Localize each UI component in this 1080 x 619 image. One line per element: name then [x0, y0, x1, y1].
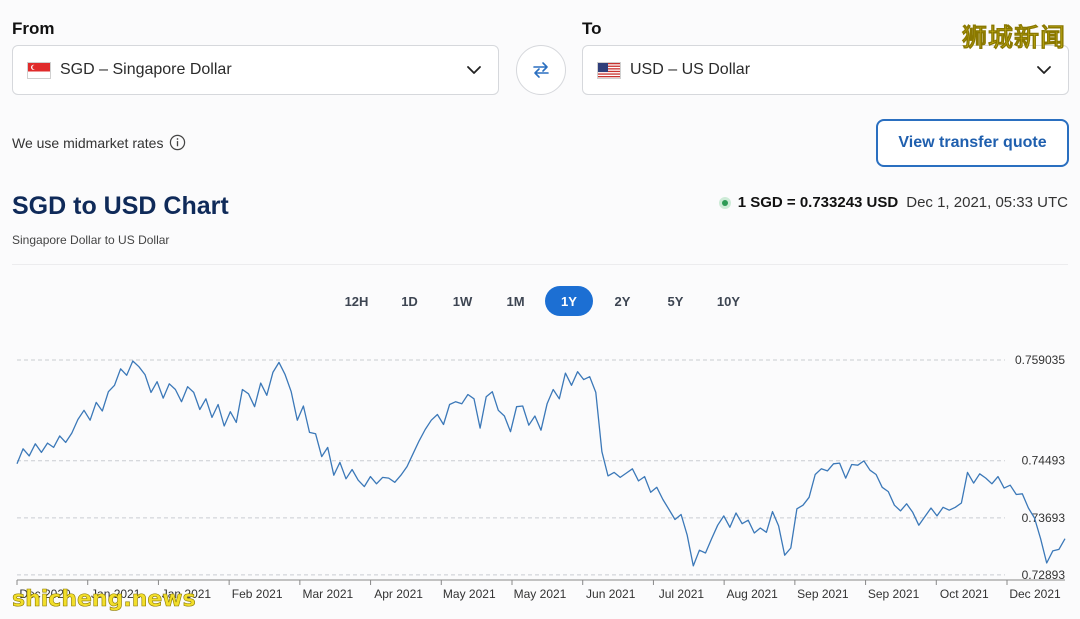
x-tick-label: Dec 2020: [19, 587, 71, 601]
y-tick-label: 0.759035: [1015, 353, 1065, 367]
info-icon[interactable]: [169, 134, 186, 151]
y-tick-label: 0.72893: [1022, 568, 1066, 582]
watermark-site-text: shicheng.news: [12, 587, 196, 613]
range-tab-10y[interactable]: 10Y: [716, 293, 741, 309]
rate-value: 1 SGD = 0.733243 USD: [737, 194, 899, 211]
chevron-down-icon[interactable]: [1034, 60, 1054, 80]
range-tab-5y[interactable]: 5Y: [667, 293, 684, 309]
x-tick-label: Oct 2021: [940, 587, 989, 601]
chart-subtitle: Singapore Dollar to US Dollar: [12, 233, 170, 247]
swap-arrows-icon: [533, 62, 549, 78]
range-tab-1m[interactable]: 1M: [506, 293, 525, 309]
x-tick-label: Jun 2021: [586, 587, 636, 601]
range-tab-12h[interactable]: 12H: [344, 293, 369, 309]
rate-timestamp: Dec 1, 2021, 05:33 UTC: [906, 194, 1068, 211]
x-tick-label: Sep 2021: [868, 587, 920, 601]
x-tick-label: Feb 2021: [232, 587, 283, 601]
range-selector: 12H 1D 1W 1M 1Y 2Y 5Y 10Y: [330, 286, 755, 316]
range-tab-1d[interactable]: 1D: [401, 293, 418, 309]
from-currency-value: SGD – Singapore Dollar: [60, 61, 232, 78]
x-tick-label: Jul 2021: [659, 587, 705, 601]
x-tick-label: Mar 2021: [303, 587, 354, 601]
to-currency-select[interactable]: USD – US Dollar: [582, 45, 1069, 95]
x-tick-label: May 2021: [443, 587, 496, 601]
midmarket-text: We use midmarket rates: [12, 134, 164, 151]
y-tick-label: 0.73693: [1022, 511, 1066, 525]
x-tick-label: Sep 2021: [797, 587, 849, 601]
to-label: To: [582, 19, 602, 38]
divider: [12, 264, 1068, 265]
from-label: From: [12, 19, 55, 38]
chart-title: SGD to USD Chart: [12, 192, 229, 220]
to-currency-value: USD – US Dollar: [630, 61, 751, 78]
rate-line-chart: 0.759035 0.74493 0.73693 0.72893 Dec 2020 Jan…: [16, 353, 1066, 601]
range-tab-1w[interactable]: 1W: [452, 293, 473, 309]
singapore-flag-icon: [27, 61, 51, 79]
watermark-logo-text: 狮城新闻: [961, 23, 1066, 53]
chevron-down-icon[interactable]: [464, 60, 484, 80]
us-flag-icon: [597, 61, 621, 79]
view-transfer-quote-button[interactable]: View transfer quote: [876, 119, 1069, 167]
x-tick-label: Dec 2021: [1009, 587, 1061, 601]
range-tab-1y[interactable]: 1Y: [545, 286, 593, 316]
x-tick-label: Jan 2021: [162, 587, 212, 601]
current-rate: 1 SGD = 0.733243 USD Dec 1, 2021, 05:33 …: [718, 194, 1068, 211]
x-tick-label: Jan 2021: [91, 587, 141, 601]
series-line-0: [16, 360, 1066, 567]
x-tick-label: Apr 2021: [374, 587, 423, 601]
y-tick-label: 0.74493: [1022, 454, 1066, 468]
live-indicator-icon: [718, 196, 731, 209]
swap-currencies-button[interactable]: [516, 45, 566, 95]
x-tick-label: May 2021: [514, 587, 567, 601]
range-tab-2y[interactable]: 2Y: [614, 293, 631, 309]
from-currency-select[interactable]: SGD – Singapore Dollar: [12, 45, 499, 95]
x-tick-label: Aug 2021: [726, 587, 778, 601]
midmarket-notice: We use midmarket rates: [12, 134, 186, 151]
